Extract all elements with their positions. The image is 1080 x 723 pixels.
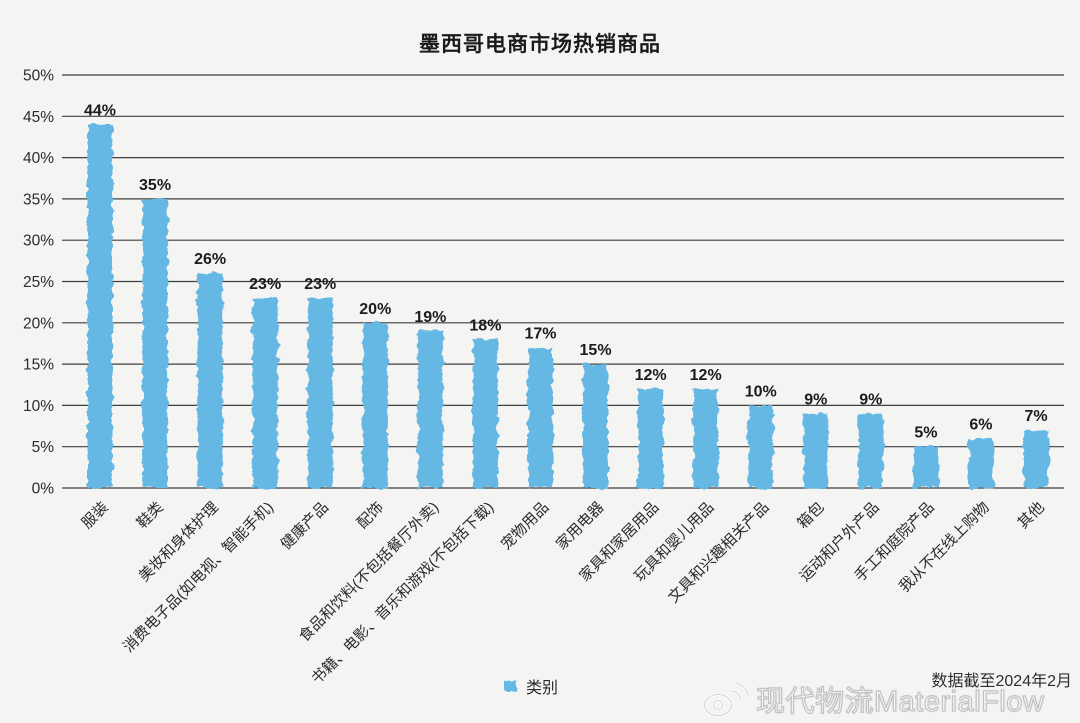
bar [968,438,994,488]
bar-value-label: 10% [745,383,777,400]
y-tick-label: 35% [23,191,54,208]
x-category-label: 服装 [79,499,112,532]
bar-value-label: 5% [914,425,937,442]
bar [583,364,609,488]
bar [803,413,829,488]
y-axis-tick-labels: 0% 5% 10% 15% 20% 25% 30% 35% 40% 45% 50% [23,68,54,498]
x-category-label: 鞋类 [134,499,167,532]
y-tick-label: 25% [23,274,54,291]
y-tick-label: 30% [23,233,54,250]
bar [527,347,553,488]
bar-value-label: 9% [859,392,882,409]
y-tick-label: 5% [32,439,55,456]
bar-value-label: 18% [469,317,501,334]
bar-value-label: 7% [1024,408,1047,425]
bar [1023,430,1049,488]
bar [748,405,774,488]
gridlines [62,74,1064,489]
x-category-label: 箱包 [794,499,827,532]
bar [362,322,388,488]
y-tick-label: 20% [23,315,54,332]
bar [252,298,278,488]
x-category-label: 配饰 [354,499,387,532]
bar-value-label: 15% [580,342,612,359]
bar-value-label: 23% [249,276,281,293]
x-category-label: 其他 [1015,499,1048,532]
x-category-label: 文具和兴趣相关产品 [665,499,772,606]
bar [638,388,664,488]
y-tick-label: 15% [23,357,54,374]
bar [142,198,168,488]
legend-label: 类别 [526,680,559,697]
bar-value-label: 19% [414,309,446,326]
legend: 类别 [503,674,558,698]
bar [913,446,939,488]
data-cutoff-note: 数据截至2024年2月 [931,673,1073,690]
y-tick-label: 10% [23,398,54,415]
bar [693,388,719,488]
y-tick-label: 40% [23,150,54,167]
bar-value-label: 44% [84,103,116,120]
y-tick-label: 45% [23,109,54,126]
x-category-label: 宠物用品 [498,499,552,553]
chart-title: 墨西哥电商市场热销商品 [419,33,661,56]
bars [87,124,1049,488]
bar-value-label: 26% [194,251,226,268]
y-tick-label: 50% [23,68,54,85]
bar-value-label: 20% [359,301,391,318]
bar-value-label: 23% [304,276,336,293]
bar-value-label: 12% [690,367,722,384]
y-tick-label: 0% [32,481,55,498]
x-category-label: 家用电器 [553,499,607,553]
bar-value-label: 6% [969,416,992,433]
bar-value-label: 12% [635,367,667,384]
bar-value-labels: 44% 35% 26% 23% 23% 20% 19% 18% 17% 15% 12% 12% 10% 9… [84,103,1048,442]
bar-value-label: 35% [139,177,171,194]
bar-value-label: 9% [804,392,827,409]
legend-swatch-icon [504,680,517,692]
bar-value-label: 17% [524,326,556,343]
bar [197,273,223,488]
bar [307,298,333,488]
bar [87,124,113,488]
bar [858,413,884,488]
bar [417,331,443,488]
x-category-label: 健康产品 [278,499,332,553]
bar [472,339,498,488]
